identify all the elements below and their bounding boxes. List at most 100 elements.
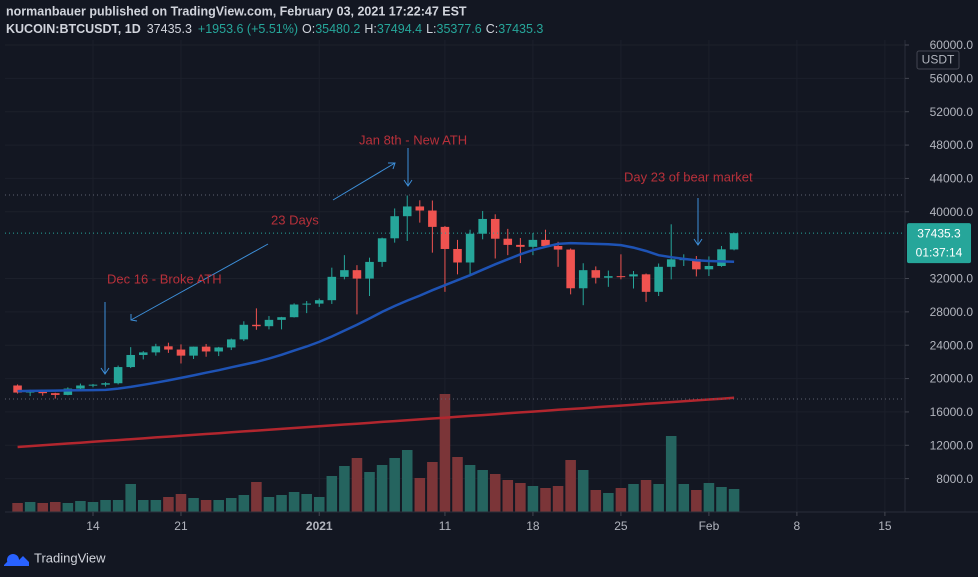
candle-body bbox=[113, 367, 123, 384]
axes: 60000.0 56000.0 52000.0 48000.0 44000.0 40000… bbox=[86, 38, 973, 533]
candle-body bbox=[591, 270, 601, 278]
x-tick-label: Feb bbox=[699, 519, 720, 533]
logo bbox=[4, 554, 29, 566]
candle-body bbox=[252, 324, 261, 327]
moving-average bbox=[17, 396, 735, 449]
candle-body bbox=[138, 352, 148, 355]
y-tick-label: 56000.0 bbox=[930, 72, 974, 86]
candle-body bbox=[365, 261, 374, 279]
candle-body bbox=[402, 206, 412, 217]
candle-body bbox=[717, 249, 726, 266]
candle-body bbox=[541, 239, 550, 246]
candle-body bbox=[578, 270, 588, 289]
y-tick-label: 60000.0 bbox=[930, 38, 974, 52]
volume-bar bbox=[112, 500, 124, 512]
arrow-head bbox=[693, 238, 703, 246]
ohlc-value: 37494.4 bbox=[377, 22, 422, 36]
volume-bar bbox=[37, 503, 48, 512]
candle-body bbox=[478, 218, 487, 234]
candle-body bbox=[729, 233, 739, 250]
volume-bar bbox=[401, 450, 413, 512]
annotation: Dec 16 - Broke ATH bbox=[107, 271, 222, 286]
volume-bar bbox=[577, 470, 589, 512]
volume-bar bbox=[590, 490, 602, 512]
volume-bar bbox=[389, 458, 400, 512]
volume-bar bbox=[351, 458, 363, 512]
volume-bar bbox=[452, 457, 463, 512]
candle-body bbox=[377, 238, 387, 262]
volume-bar bbox=[628, 484, 639, 512]
candle-body bbox=[654, 266, 663, 292]
candle-body bbox=[465, 233, 475, 263]
ohlc-value: 35480.2 bbox=[315, 22, 360, 36]
volume-bar bbox=[515, 483, 526, 512]
volume-bar bbox=[87, 502, 99, 512]
moving-average bbox=[17, 241, 735, 393]
volume-bar bbox=[263, 497, 275, 512]
annotation: 23 Days bbox=[271, 212, 319, 227]
y-tick-label: 24000.0 bbox=[930, 338, 974, 352]
volume-bar bbox=[62, 503, 74, 512]
candle-body bbox=[352, 270, 362, 279]
candle-body bbox=[176, 349, 186, 356]
volume-bar bbox=[213, 500, 224, 512]
candle-body bbox=[566, 249, 575, 289]
volume-bar bbox=[527, 486, 539, 512]
volume-bar bbox=[376, 465, 388, 512]
candle-body bbox=[314, 300, 324, 304]
candle-body bbox=[327, 276, 337, 301]
y-tick-label: 12000.0 bbox=[930, 438, 974, 452]
ohlc-value: 35377.6 bbox=[437, 22, 482, 36]
x-tick-label: 21 bbox=[174, 519, 188, 533]
volume-bar bbox=[728, 489, 740, 512]
arrow bbox=[332, 162, 396, 201]
y-tick-label: 32000.0 bbox=[930, 272, 974, 286]
volume-bar bbox=[665, 436, 677, 512]
x-tick-label: 14 bbox=[86, 519, 100, 533]
volume-bar bbox=[288, 492, 300, 512]
volume-bar bbox=[313, 497, 325, 512]
volume-bar bbox=[464, 465, 476, 512]
volume-bar bbox=[552, 486, 564, 512]
volume-bar bbox=[615, 488, 627, 512]
arrow-head bbox=[388, 162, 396, 170]
annotation-arrows bbox=[100, 148, 703, 375]
volume-bar bbox=[716, 487, 727, 512]
candle-body bbox=[302, 303, 311, 305]
candle-body bbox=[88, 384, 98, 386]
x-tick-label: 18 bbox=[526, 519, 540, 533]
volume-bar bbox=[477, 470, 488, 512]
y-tick-label: 20000.0 bbox=[930, 372, 974, 386]
volume-bar bbox=[653, 484, 664, 512]
candle-body bbox=[453, 248, 462, 263]
x-tick-label: 8 bbox=[794, 519, 801, 533]
candle-body bbox=[277, 317, 286, 320]
currency-box bbox=[916, 50, 960, 70]
symbol: KUCOIN:BTCUSDT, 1D bbox=[6, 22, 141, 36]
candle-body bbox=[201, 346, 211, 352]
volume-bar bbox=[678, 484, 690, 512]
price-label-box bbox=[907, 223, 971, 264]
candle-body bbox=[704, 265, 714, 270]
volume-bar bbox=[339, 466, 350, 512]
candle-body bbox=[101, 383, 110, 385]
candle-body bbox=[51, 393, 60, 395]
volume-bar bbox=[326, 476, 338, 512]
candle-body bbox=[226, 339, 236, 348]
x-tick-label: 25 bbox=[614, 519, 628, 533]
volume-bar bbox=[414, 478, 426, 512]
ohlc-label: L: bbox=[426, 22, 436, 36]
volume-bar bbox=[364, 472, 375, 512]
candle-body bbox=[604, 276, 613, 278]
candle-body bbox=[390, 216, 399, 239]
volume-bar bbox=[502, 480, 514, 512]
candle-body bbox=[189, 346, 198, 356]
volume-bar bbox=[640, 480, 652, 512]
watermark: TradingView bbox=[34, 550, 106, 565]
volume-bar bbox=[75, 501, 86, 512]
volume-bar bbox=[188, 498, 199, 512]
volume-bar bbox=[603, 493, 614, 512]
